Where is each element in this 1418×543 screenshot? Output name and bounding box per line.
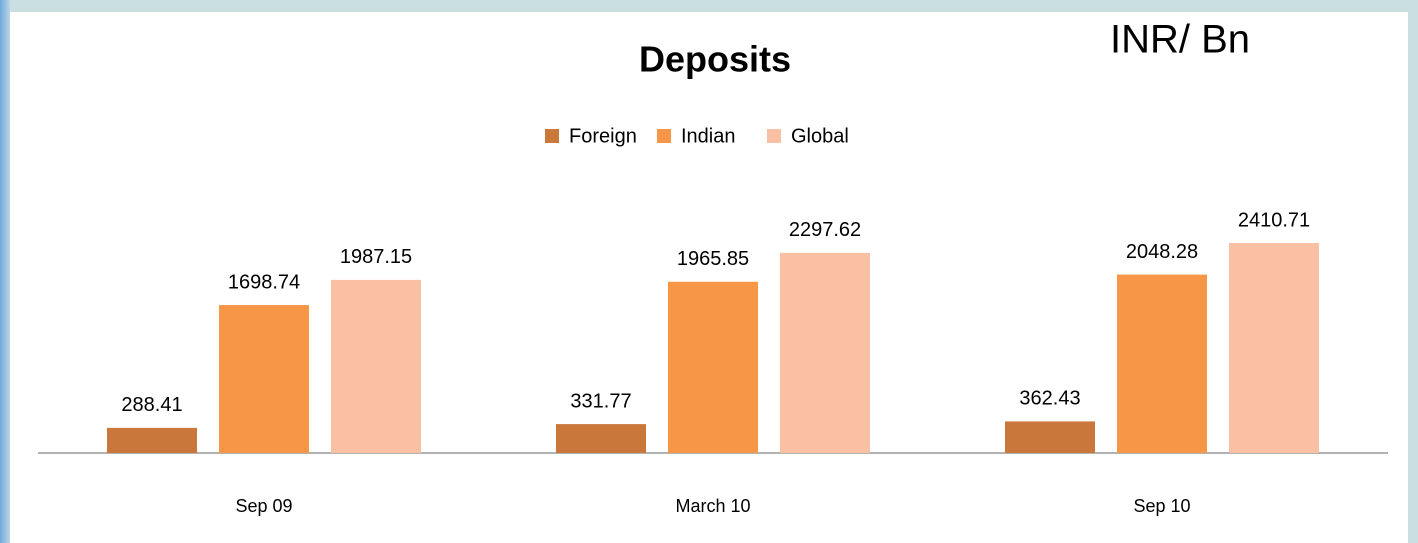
legend-swatch [657,129,671,143]
data-label: 2048.28 [1126,241,1198,263]
bar [1229,243,1319,453]
bar [107,427,197,453]
data-label: 1987.15 [340,246,412,268]
data-label: 288.41 [121,394,182,416]
legend-swatch [545,129,559,143]
bar [668,281,758,453]
unit-note: INR/ Bn [1110,18,1250,62]
x-tick-label: Sep 09 [235,496,292,516]
bar [556,424,646,453]
bar [780,252,870,453]
data-label: 2297.62 [789,219,861,241]
legend-label: Global [791,125,849,147]
data-label: 1698.74 [228,271,300,293]
data-label: 1965.85 [677,248,749,270]
bar [1117,274,1207,453]
bar [1005,421,1095,453]
legend-label: Foreign [569,125,637,147]
bar [219,305,309,453]
x-tick-label: Sep 10 [1133,496,1190,516]
chart-title: Deposits [639,39,791,80]
data-label: 2410.71 [1238,209,1310,231]
frame-edge [0,0,10,543]
legend-label: Indian [681,125,736,147]
data-label: 331.77 [570,390,631,412]
bar [331,279,421,453]
x-tick-label: March 10 [675,496,750,516]
legend-swatch [767,129,781,143]
data-label: 362.43 [1019,388,1080,410]
